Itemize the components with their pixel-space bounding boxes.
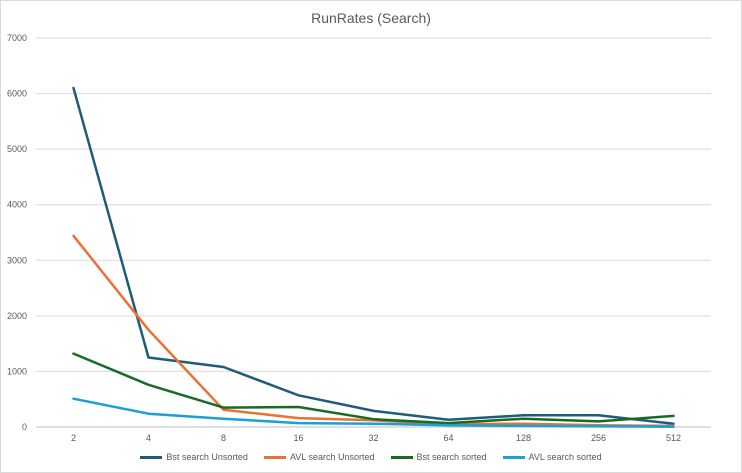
- y-tick-label: 1000: [7, 366, 27, 376]
- series-line: [72, 86, 675, 425]
- legend-item: Bst search sorted: [390, 452, 487, 462]
- x-tick-label: 16: [293, 433, 303, 443]
- x-tick-label: 4: [146, 433, 151, 443]
- chart-title: RunRates (Search): [311, 10, 431, 26]
- y-tick-label: 5000: [7, 144, 27, 154]
- x-tick-label: 32: [368, 433, 378, 443]
- x-tick-label: 256: [591, 433, 606, 443]
- y-tick-label: 4000: [7, 200, 27, 210]
- legend-label: Bst search sorted: [416, 452, 487, 462]
- legend-label: Bst search Unsorted: [166, 452, 248, 462]
- x-tick-label: 64: [443, 433, 453, 443]
- series-line: [72, 234, 675, 428]
- y-tick-label: 6000: [7, 89, 27, 99]
- legend-swatch: [140, 455, 163, 459]
- legend-label: AVL search Unsorted: [289, 452, 375, 462]
- y-tick-label: 0: [22, 422, 27, 432]
- legend-item: Bst search Unsorted: [140, 452, 248, 462]
- legend-label: AVL search sorted: [528, 452, 602, 462]
- legend-swatch: [263, 455, 286, 459]
- x-tick-label: 512: [666, 433, 681, 443]
- y-tick-label: 3000: [7, 255, 27, 265]
- chart-legend: Bst search Unsorted AVL search Unsorted Bs…: [1, 452, 741, 462]
- series-line: [72, 397, 675, 428]
- legend-item: AVL search sorted: [502, 452, 602, 462]
- series-line: [72, 352, 675, 425]
- x-tick-label: 8: [221, 433, 226, 443]
- legend-swatch: [502, 455, 525, 459]
- y-tick-label: 7000: [7, 33, 27, 43]
- y-tick-label: 2000: [7, 311, 27, 321]
- x-tick-label: 128: [516, 433, 531, 443]
- legend-item: AVL search Unsorted: [263, 452, 375, 462]
- x-tick-label: 2: [71, 433, 76, 443]
- legend-swatch: [390, 455, 413, 459]
